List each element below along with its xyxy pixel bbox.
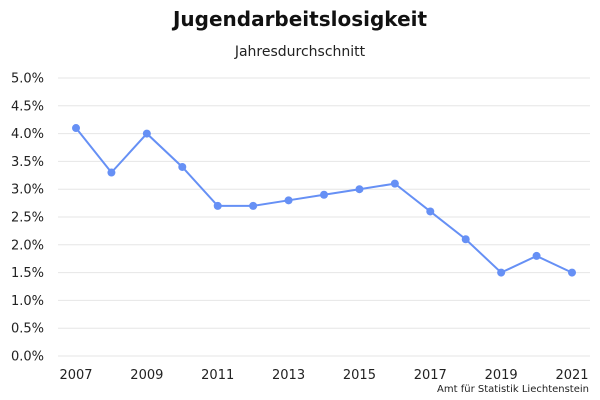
- y-axis-ticks: 0.0% 0.5% 1.0% 1.5% 2.0% 2.5% 3.0% 3.5% 4.0% 4.5%…: [11, 72, 44, 365]
- y-tick-label: 0.0%: [11, 350, 44, 365]
- y-tick-label: 4.5%: [11, 99, 44, 114]
- data-points: [72, 124, 576, 277]
- data-point: [426, 207, 435, 216]
- data-point: [568, 268, 576, 277]
- source-note: Amt für Statistik Liechtenstein: [437, 384, 589, 395]
- chart-subtitle: Jahresdurchschnitt: [234, 44, 366, 60]
- y-tick-label: 0.5%: [11, 322, 44, 337]
- x-tick-label: 2009: [130, 368, 163, 383]
- data-point: [390, 179, 399, 188]
- data-point: [72, 124, 80, 133]
- data-point: [107, 168, 116, 177]
- data-point: [178, 162, 187, 171]
- x-tick-label: 2017: [414, 368, 447, 383]
- y-tick-label: 1.0%: [11, 294, 44, 309]
- data-point: [497, 268, 506, 277]
- x-tick-label: 2015: [343, 368, 376, 383]
- y-tick-label: 1.5%: [11, 266, 44, 281]
- y-tick-label: 3.5%: [11, 155, 44, 170]
- x-tick-label: 2011: [201, 368, 234, 383]
- y-tick-label: 4.0%: [11, 127, 44, 142]
- x-axis-ticks: 2007 2009 2011 2013 2015 2017 2019 2021: [59, 368, 588, 383]
- x-tick-label: 2013: [272, 368, 305, 383]
- series-line: [75, 127, 573, 274]
- data-point: [142, 129, 151, 138]
- grid-lines: [58, 77, 590, 357]
- data-point: [355, 185, 364, 194]
- data-point: [249, 201, 258, 210]
- x-tick-label: 2007: [59, 368, 92, 383]
- data-point: [284, 196, 293, 205]
- data-point: [213, 201, 222, 210]
- y-tick-label: 2.0%: [11, 238, 44, 253]
- chart-title: Jugendarbeitslosigkeit: [172, 7, 428, 31]
- x-tick-label: 2021: [555, 368, 588, 383]
- y-tick-label: 3.0%: [11, 183, 44, 198]
- y-tick-label: 2.5%: [11, 211, 44, 226]
- x-tick-label: 2019: [485, 368, 518, 383]
- y-tick-label: 5.0%: [11, 72, 44, 87]
- data-point: [320, 190, 328, 199]
- data-point: [461, 235, 470, 244]
- data-point: [532, 251, 541, 260]
